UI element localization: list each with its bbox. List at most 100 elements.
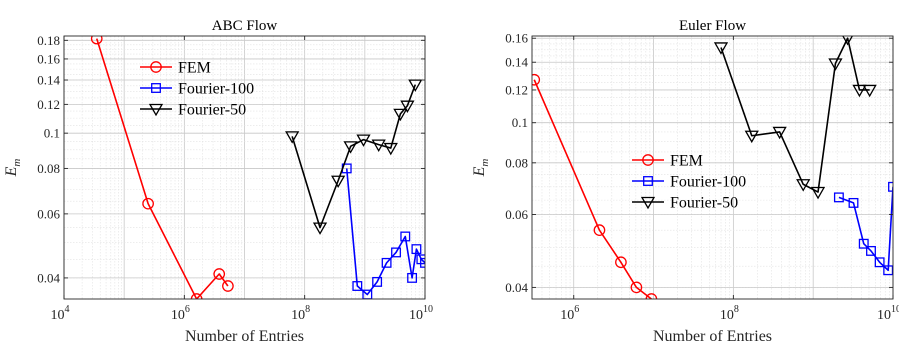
data-point: [593, 224, 606, 237]
x-tick-label: 108: [291, 304, 310, 323]
data-point: [828, 58, 843, 71]
legend: FEM Fourier-100 Fourier-50: [632, 153, 746, 212]
y-tick-label: 0.16: [505, 31, 528, 46]
x-tick-label: 1010: [409, 304, 433, 323]
y-tick-label: 0.04: [505, 280, 528, 295]
data-point: [343, 141, 358, 154]
series-line: [720, 37, 870, 193]
legend-marker: [151, 83, 161, 93]
x-tick-label: 106: [560, 304, 579, 323]
data-point: [862, 84, 877, 98]
euler-flow-panel: 106 108 1010 0.04 0.06 0.08 0.1 0.12 0.14 0.16 Eul…: [471, 18, 899, 345]
chart-title: ABC Flow: [212, 18, 278, 34]
legend-marker: [150, 61, 162, 73]
data-point: [810, 186, 826, 200]
legend-label: Fourier-100: [178, 81, 254, 98]
y-tick-label: 0.08: [505, 155, 528, 170]
legend-entry: Fourier-50: [632, 195, 738, 212]
y-tick-label: 0.14: [37, 73, 60, 88]
data-point: [90, 36, 103, 45]
x-axis-label: Number of Entries: [653, 328, 772, 345]
data-point: [331, 175, 346, 189]
legend-entry: Fourier-100: [632, 174, 746, 191]
data-point: [312, 222, 328, 235]
data-point: [408, 79, 423, 92]
x-tick-label: 106: [171, 304, 190, 323]
data-point: [222, 280, 234, 292]
y-tick-label: 0.1: [512, 115, 528, 130]
legend-label: Fourier-50: [670, 195, 738, 212]
legend-label: FEM: [178, 60, 211, 77]
series-fourier-50: [713, 36, 877, 200]
data-point: [842, 36, 854, 46]
data-point: [833, 192, 844, 203]
y-tick-label: 0.18: [37, 33, 60, 48]
data-point: [407, 272, 418, 283]
series-fourier-50: [285, 79, 423, 235]
y-tick-label: 0.04: [37, 270, 60, 285]
y-tick-label: 0.12: [505, 82, 528, 97]
y-tick-label: 0.16: [37, 51, 60, 66]
data-point: [883, 265, 893, 276]
data-point: [858, 238, 869, 249]
data-point: [532, 73, 541, 86]
data-point: [630, 281, 643, 294]
x-tick-label: 104: [51, 304, 70, 323]
data-point: [848, 197, 859, 208]
series-fourier-100: [341, 163, 425, 299]
data-point: [285, 131, 300, 144]
series-line: [345, 168, 425, 296]
series-fem: [532, 73, 658, 299]
legend-marker: [640, 196, 656, 210]
data-point: [420, 257, 425, 268]
y-tick-label: 0.06: [37, 206, 60, 221]
data-point: [371, 139, 386, 152]
x-tick-label: 1010: [877, 304, 899, 323]
legend-marker: [642, 154, 654, 166]
grid: [531, 36, 894, 299]
legend: FEM Fourier-100 Fourier-50: [140, 60, 254, 119]
abc-flow-panel: 104 106 108 1010 0.04 0.06 0.08 0.1 0.12 0.14 0.16…: [3, 18, 433, 345]
y-tick-label: 0.1: [44, 126, 60, 141]
data-point: [356, 134, 371, 147]
data-point: [866, 245, 876, 256]
series-fourier-100: [833, 181, 893, 276]
y-tick-label: 0.06: [505, 207, 528, 222]
data-point: [874, 257, 885, 268]
data-point: [796, 179, 811, 192]
axes-box: [63, 35, 426, 300]
data-point: [615, 256, 627, 269]
y-tick-label: 0.14: [505, 55, 528, 70]
x-axis-label: Number of Entries: [185, 328, 304, 345]
data-point: [852, 84, 867, 98]
legend-label: FEM: [670, 153, 703, 170]
data-point: [416, 254, 425, 265]
legend-entry: FEM: [140, 60, 211, 77]
chart-title: Euler Flow: [679, 18, 746, 34]
data-point: [142, 197, 154, 210]
data-point: [400, 231, 411, 242]
data-point: [888, 181, 893, 192]
data-point: [213, 268, 226, 280]
axes-box: [531, 35, 894, 300]
x-tick-label: 108: [720, 304, 739, 323]
data-point: [400, 100, 415, 114]
data-point: [383, 142, 398, 156]
y-axis-label: Em: [3, 159, 23, 178]
legend-entry: Fourier-100: [140, 81, 254, 98]
legend-marker: [643, 176, 653, 186]
data-point: [713, 42, 729, 55]
series-line: [838, 186, 893, 272]
data-point: [744, 130, 759, 144]
legend-entry: FEM: [632, 153, 703, 170]
y-axis-label: Em: [471, 159, 491, 178]
legend-label: Fourier-100: [670, 174, 746, 191]
y-tick-label: 0.08: [37, 161, 60, 176]
series-line: [533, 79, 652, 299]
data-point: [411, 244, 422, 255]
data-point: [772, 126, 787, 140]
data-point: [352, 281, 363, 291]
legend-label: Fourier-50: [178, 102, 246, 119]
y-tick-label: 0.12: [37, 97, 60, 112]
